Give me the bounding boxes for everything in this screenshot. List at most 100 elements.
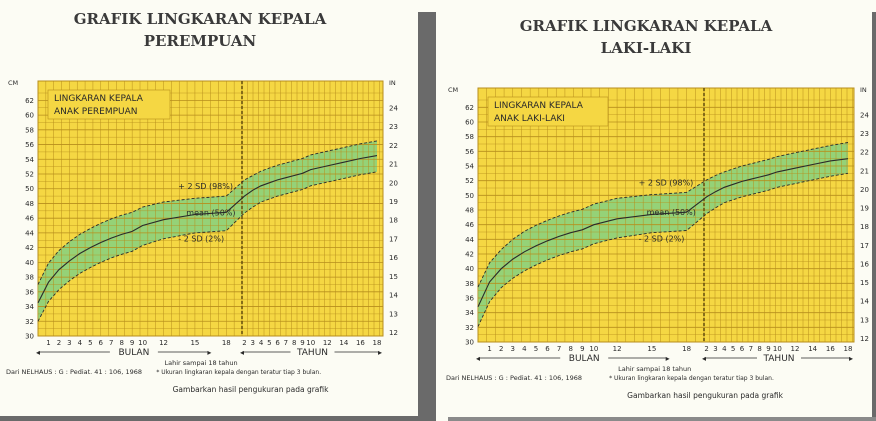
arrow-left-icon: ◂ xyxy=(476,354,480,363)
legend-text: LINGKARAN KEPALA xyxy=(494,101,584,111)
y-tick-in: 14 xyxy=(860,298,869,306)
source-note: Dari NELHAUS : G : Pediat. 41 : 106, 196… xyxy=(446,374,582,382)
x-tick-month: 7 xyxy=(109,339,113,347)
y-tick-in: 13 xyxy=(860,316,869,324)
x-tick-year: 4 xyxy=(722,345,727,353)
y-tick-cm: 58 xyxy=(465,133,474,141)
x-tick-year: 9 xyxy=(300,339,304,347)
x-axis-label-months: BULAN xyxy=(569,354,600,364)
y-tick-in: 19 xyxy=(860,205,869,213)
y-tick-cm: 44 xyxy=(25,229,34,237)
y-tick-cm: 40 xyxy=(25,259,34,267)
x-tick-month: 12 xyxy=(613,345,622,353)
y-tick-in: 18 xyxy=(389,217,398,225)
x-tick-month: 10 xyxy=(589,345,598,353)
x-tick-year: 10 xyxy=(773,345,782,353)
x-tick-year: 5 xyxy=(267,339,271,347)
legend-text: ANAK PEREMPUAN xyxy=(54,107,138,117)
series-line xyxy=(477,142,849,288)
x-tick-month: 4 xyxy=(522,345,527,353)
x-tick-year: 3 xyxy=(251,339,255,347)
x-tick-year: 10 xyxy=(306,339,315,347)
caption: Gambarkan hasil pengukuran pada grafik xyxy=(627,391,783,400)
y-tick-cm: 40 xyxy=(465,265,474,273)
y-tick-cm: 62 xyxy=(465,104,474,112)
x-tick-year: 6 xyxy=(275,339,280,347)
y-tick-in: 14 xyxy=(389,292,398,300)
y-axis-unit-left: CM xyxy=(8,79,18,87)
x-tick-month: 18 xyxy=(682,345,691,353)
caption: Gambarkan hasil pengukuran pada grafik xyxy=(173,385,329,394)
x-tick-year: 8 xyxy=(757,345,761,353)
x-tick-year: 14 xyxy=(339,339,348,347)
girls-head-circumference-chart: + 2 SD (98%) mean (50%) - 2 SD (2%) GRAFIK … xyxy=(6,10,398,394)
chart-panel-girls: + 2 SD (98%) mean (50%) - 2 SD (2%) GRAFIK … xyxy=(0,0,436,421)
x-tick-year: 12 xyxy=(323,339,332,347)
y-tick-cm: 42 xyxy=(465,251,474,259)
x-tick-month: 1 xyxy=(487,345,491,353)
arrow-left-icon: ◂ xyxy=(36,348,40,357)
y-tick-cm: 50 xyxy=(25,185,34,193)
x-tick-month: 1 xyxy=(46,339,50,347)
x-tick-year: 3 xyxy=(713,345,717,353)
y-tick-cm: 38 xyxy=(465,280,474,288)
y-tick-in: 15 xyxy=(389,273,398,281)
series-label: mean (50%) xyxy=(186,208,235,217)
y-tick-cm: 58 xyxy=(25,126,34,134)
x-tick-year: 2 xyxy=(242,339,246,347)
x-tick-year: 16 xyxy=(356,339,365,347)
x-tick-month: 4 xyxy=(78,339,83,347)
y-tick-in: 20 xyxy=(860,186,869,194)
x-tick-year: 9 xyxy=(766,345,770,353)
y-tick-cm: 30 xyxy=(25,333,34,341)
y-tick-cm: 32 xyxy=(25,318,34,326)
x-tick-month: 15 xyxy=(647,345,656,353)
y-tick-cm: 56 xyxy=(465,148,474,156)
x-tick-month: 6 xyxy=(99,339,104,347)
y-tick-cm: 42 xyxy=(25,244,34,252)
y-tick-in: 22 xyxy=(389,142,398,150)
x-tick-year: 7 xyxy=(749,345,753,353)
x-tick-month: 8 xyxy=(119,339,123,347)
y-tick-in: 15 xyxy=(860,279,869,287)
y-tick-in: 18 xyxy=(860,223,869,231)
x-axis-label-months: BULAN xyxy=(118,348,149,358)
y-tick-cm: 46 xyxy=(465,221,474,229)
y-tick-cm: 52 xyxy=(25,171,34,179)
x-axis-label-years: TAHUN xyxy=(296,348,328,358)
y-tick-in: 22 xyxy=(860,149,869,157)
y-tick-in: 16 xyxy=(860,260,869,268)
legend-box xyxy=(47,89,171,120)
y-tick-cm: 36 xyxy=(25,288,34,296)
y-tick-cm: 54 xyxy=(25,156,34,164)
series-label: - 2 SD (2%) xyxy=(639,235,685,244)
chart-title-line1: GRAFIK LINGKARAN KEPALA xyxy=(74,10,327,28)
x-tick-year: 7 xyxy=(284,339,288,347)
y-tick-in: 24 xyxy=(860,111,869,119)
y-tick-in: 20 xyxy=(389,179,398,187)
y-tick-cm: 30 xyxy=(465,339,474,347)
y-tick-cm: 34 xyxy=(465,309,474,317)
y-tick-in: 24 xyxy=(389,105,398,113)
x-axis-label-years: TAHUN xyxy=(762,354,794,364)
y-tick-cm: 38 xyxy=(25,274,34,282)
y-tick-in: 23 xyxy=(389,123,398,131)
y-tick-in: 21 xyxy=(389,161,398,169)
x-tick-year: 5 xyxy=(731,345,735,353)
y-tick-cm: 48 xyxy=(25,200,34,208)
series-label: - 2 SD (2%) xyxy=(178,235,224,244)
y-axis-unit-right: IN xyxy=(860,86,867,94)
y-tick-cm: 56 xyxy=(25,141,34,149)
series-line xyxy=(37,155,378,304)
x-tick-year: 14 xyxy=(808,345,817,353)
y-tick-in: 12 xyxy=(860,335,869,343)
x-tick-month: 2 xyxy=(499,345,503,353)
x-tick-year: 8 xyxy=(292,339,296,347)
panel-shadow xyxy=(418,12,438,421)
x-tick-month: 6 xyxy=(545,345,550,353)
x-tick-month: 9 xyxy=(580,345,584,353)
series-line xyxy=(37,140,378,285)
y-tick-cm: 32 xyxy=(465,324,474,332)
x-tick-month: 2 xyxy=(57,339,61,347)
arrow-right-icon: ▸ xyxy=(378,348,382,357)
